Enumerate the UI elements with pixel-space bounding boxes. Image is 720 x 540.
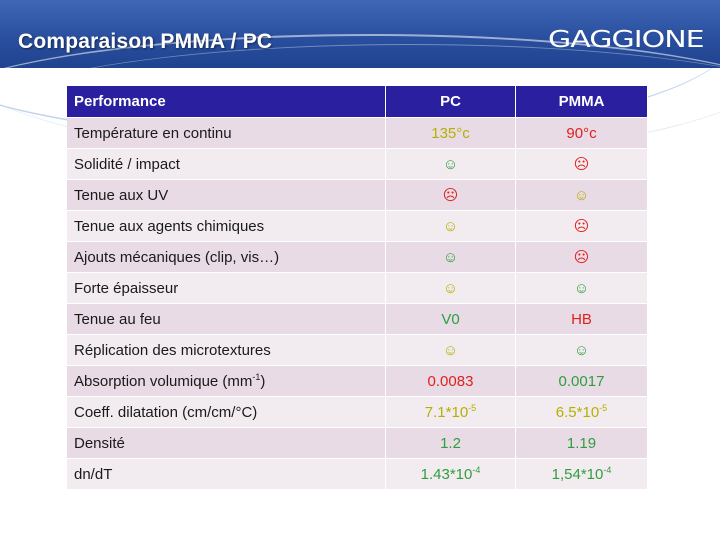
smiley-happy-icon: ☺: [516, 180, 648, 211]
row-label: Tenue au feu: [67, 304, 386, 335]
table-row: dn/dT 1.43*10-4 1,54*10-4: [67, 459, 648, 490]
pc-value: V0: [386, 304, 516, 335]
column-header-pc: PC: [386, 86, 516, 118]
row-label: Coeff. dilatation (cm/cm/°C): [67, 397, 386, 428]
pmma-value-base: 1,54*10: [551, 465, 604, 483]
column-header-pmma: PMMA: [516, 86, 648, 118]
smiley-happy-icon: ☺: [386, 149, 516, 180]
pc-value-base: 7.1*10: [424, 403, 469, 421]
table-row: Réplication des microtextures ☺ ☺: [67, 335, 648, 366]
slide-header: Comparaison PMMA / PC GAGGIONE: [0, 0, 720, 68]
smiley-sad-icon: ☹: [516, 242, 648, 273]
row-label-tail: ): [260, 372, 266, 390]
header-arc-secondary: [0, 44, 720, 68]
pmma-value-exponent: -5: [599, 402, 608, 413]
row-label: Solidité / impact: [67, 149, 386, 180]
pmma-value-exponent: -4: [603, 464, 612, 475]
pmma-value: 0.0017: [516, 366, 648, 397]
smiley-happy-icon: ☺: [516, 335, 648, 366]
pmma-value: 1.19: [516, 428, 648, 459]
table-header-row: Performance PC PMMA: [67, 86, 648, 118]
company-logo: GAGGIONE: [548, 25, 705, 54]
smiley-happy-icon: ☺: [386, 211, 516, 242]
pc-value: 135°c: [386, 118, 516, 149]
row-label: dn/dT: [67, 459, 386, 490]
pc-value: 1.43*10-4: [386, 459, 516, 490]
row-label: Tenue aux agents chimiques: [67, 211, 386, 242]
pc-value-base: 1.43*10: [420, 465, 473, 483]
table-row: Densité 1.2 1.19: [67, 428, 648, 459]
table-row: Forte épaisseur ☺ ☺: [67, 273, 648, 304]
pmma-value: 6.5*10-5: [516, 397, 648, 428]
smiley-happy-icon: ☺: [386, 273, 516, 304]
table-row: Ajouts mécaniques (clip, vis…) ☺ ☹: [67, 242, 648, 273]
smiley-sad-icon: ☹: [386, 180, 516, 211]
smiley-happy-icon: ☺: [386, 242, 516, 273]
header-arc: [0, 34, 720, 68]
table-row: Température en continu 135°c 90°c: [67, 118, 648, 149]
pmma-value: 1,54*10-4: [516, 459, 648, 490]
pc-value: 1.2: [386, 428, 516, 459]
table-row: Tenue au feu V0 HB: [67, 304, 648, 335]
pc-value: 7.1*10-5: [386, 397, 516, 428]
pmma-value: HB: [516, 304, 648, 335]
smiley-happy-icon: ☺: [516, 273, 648, 304]
column-header-performance: Performance: [67, 86, 386, 118]
pc-value-exponent: -5: [468, 402, 477, 413]
comparison-table: Performance PC PMMA Température en conti…: [67, 86, 648, 490]
smiley-sad-icon: ☹: [516, 211, 648, 242]
table-row: Tenue aux agents chimiques ☺ ☹: [67, 211, 648, 242]
row-label-exponent: -1: [252, 371, 261, 382]
table-row: Absorption volumique (mm-1) 0.0083 0.001…: [67, 366, 648, 397]
table-row: Tenue aux UV ☹ ☺: [67, 180, 648, 211]
pc-value-exponent: -4: [472, 464, 481, 475]
smiley-happy-icon: ☺: [386, 335, 516, 366]
row-label: Absorption volumique (mm-1): [67, 366, 386, 397]
pmma-value: 90°c: [516, 118, 648, 149]
row-label: Forte épaisseur: [67, 273, 386, 304]
row-label: Réplication des microtextures: [67, 335, 386, 366]
row-label: Ajouts mécaniques (clip, vis…): [67, 242, 386, 273]
table-row: Coeff. dilatation (cm/cm/°C) 7.1*10-5 6.…: [67, 397, 648, 428]
table-row: Solidité / impact ☺ ☹: [67, 149, 648, 180]
row-label: Densité: [67, 428, 386, 459]
pmma-value-base: 6.5*10: [555, 403, 600, 421]
pc-value: 0.0083: [386, 366, 516, 397]
smiley-sad-icon: ☹: [516, 149, 648, 180]
row-label-text: Absorption volumique (mm: [74, 372, 253, 390]
row-label: Température en continu: [67, 118, 386, 149]
row-label: Tenue aux UV: [67, 180, 386, 211]
slide-title: Comparaison PMMA / PC: [18, 30, 273, 53]
